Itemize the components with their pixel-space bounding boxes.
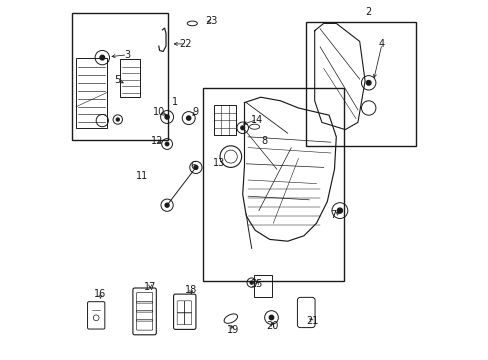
- Text: 12: 12: [151, 136, 163, 146]
- Circle shape: [269, 315, 273, 320]
- Circle shape: [337, 208, 342, 213]
- Bar: [213, 105, 236, 135]
- Text: 6: 6: [190, 161, 196, 171]
- Text: 7: 7: [330, 210, 336, 220]
- Circle shape: [165, 142, 168, 146]
- Circle shape: [164, 115, 169, 119]
- Text: 19: 19: [226, 325, 239, 336]
- Text: 18: 18: [185, 285, 197, 295]
- Text: 4: 4: [378, 39, 384, 49]
- Circle shape: [116, 118, 119, 121]
- Text: 20: 20: [266, 321, 278, 331]
- Text: 17: 17: [143, 282, 156, 292]
- Bar: [72, 13, 167, 140]
- Text: 3: 3: [124, 50, 130, 60]
- Circle shape: [250, 281, 253, 284]
- Text: 23: 23: [205, 16, 217, 26]
- Text: 13: 13: [212, 158, 224, 168]
- Text: 2: 2: [365, 6, 371, 17]
- Text: 15: 15: [250, 279, 263, 289]
- Text: 5: 5: [114, 75, 121, 85]
- Circle shape: [165, 203, 169, 207]
- Text: 1: 1: [172, 96, 178, 107]
- Text: 10: 10: [152, 107, 164, 117]
- Text: 8: 8: [261, 136, 267, 146]
- Text: 11: 11: [136, 171, 148, 181]
- Text: 16: 16: [94, 289, 106, 300]
- Bar: [306, 22, 415, 146]
- Text: 14: 14: [250, 114, 263, 125]
- Circle shape: [194, 166, 198, 169]
- Text: 21: 21: [305, 316, 318, 326]
- Circle shape: [186, 116, 190, 120]
- Circle shape: [241, 126, 244, 130]
- Circle shape: [100, 55, 104, 60]
- Circle shape: [366, 81, 370, 85]
- Bar: [254, 275, 271, 297]
- Text: 9: 9: [192, 107, 199, 117]
- Bar: [76, 58, 106, 128]
- Text: 22: 22: [179, 39, 191, 49]
- Bar: [203, 88, 343, 281]
- Bar: [120, 59, 140, 97]
